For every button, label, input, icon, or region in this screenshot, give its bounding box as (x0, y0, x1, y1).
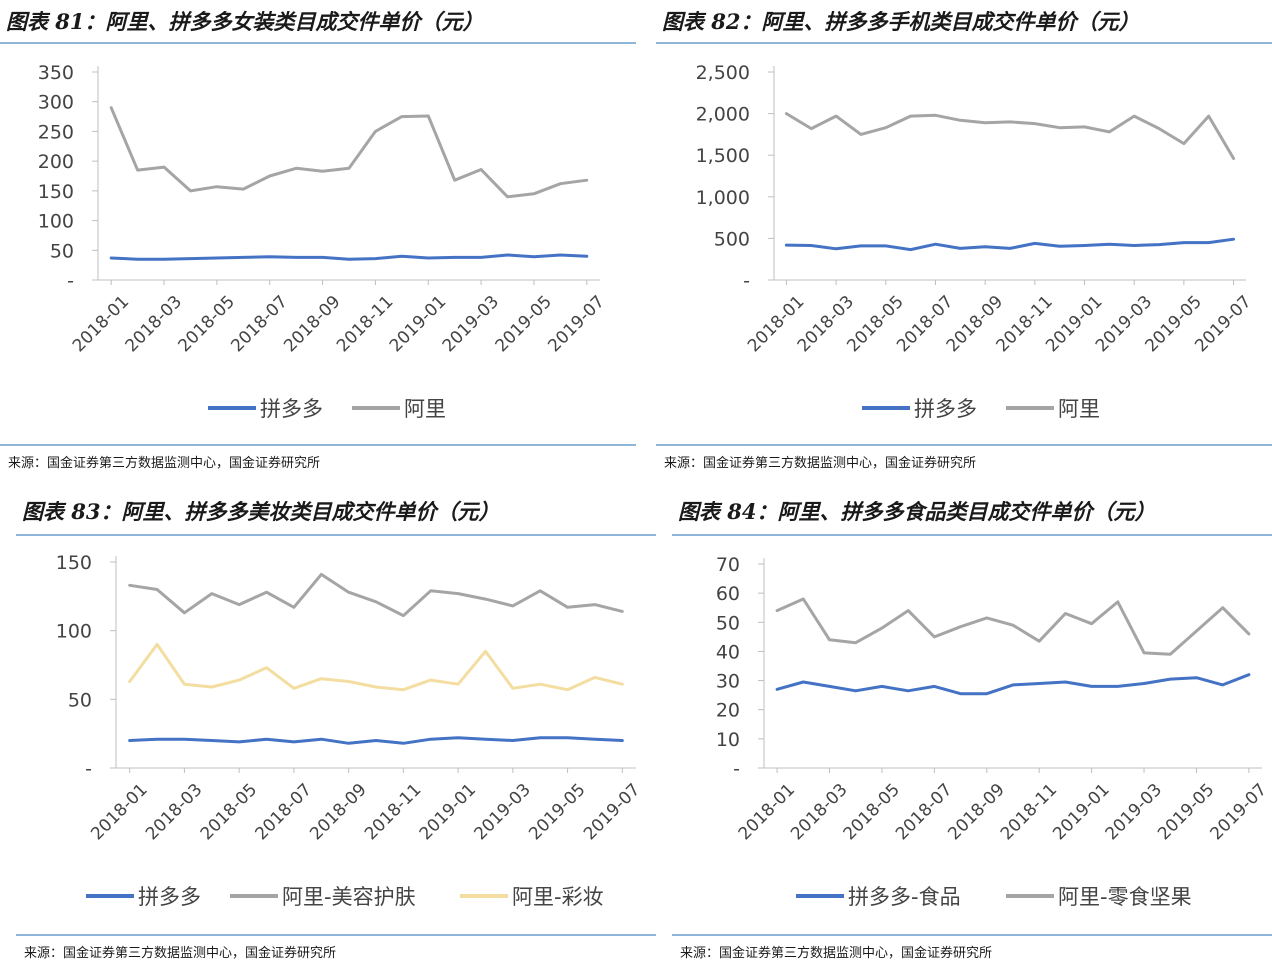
divider (16, 534, 656, 536)
x-tick-label: 2018-09 (306, 780, 370, 844)
chart-canvas-84: -102030405060702018-012018-032018-052018… (716, 554, 1271, 909)
y-tick-label: - (85, 758, 92, 780)
x-tick-label: 2018-01 (87, 780, 151, 844)
x-tick-label: 2019-01 (416, 780, 480, 844)
x-tick-label: 2018-11 (997, 780, 1061, 844)
y-tick-label: 10 (716, 729, 740, 751)
y-tick-label: - (743, 270, 750, 292)
legend-label: 阿里 (404, 397, 446, 421)
y-tick-label: 30 (716, 671, 740, 693)
x-tick-label: 2019-01 (1049, 780, 1113, 844)
x-tick-label: 2018-11 (361, 780, 425, 844)
x-tick-label: 2018-05 (197, 780, 261, 844)
x-tick-label: 2019-05 (492, 292, 556, 356)
x-tick-label: 2018-01 (735, 780, 799, 844)
chart-canvas-82: -5001,0001,5002,0002,5002018-012018-0320… (696, 62, 1256, 421)
y-tick-label: 50 (50, 240, 74, 262)
x-tick-label: 2019-05 (1154, 780, 1218, 844)
y-tick-label: 300 (38, 92, 74, 114)
legend-label: 拼多多 (138, 885, 201, 909)
source-note: 来源：国金证券第三方数据监测中心，国金证券研究所 (8, 456, 321, 471)
x-tick-label: 2018-07 (892, 780, 956, 844)
x-tick-label: 2018-03 (787, 780, 851, 844)
chart-title: 图表 84：阿里、拼多多食品类目成交件单价（元） (678, 499, 1156, 524)
x-tick-label: 2018-07 (227, 292, 291, 356)
legend-label: 拼多多-食品 (848, 885, 961, 909)
source-note: 来源：国金证券第三方数据监测中心，国金证券研究所 (680, 946, 993, 961)
x-tick-label: 2019-07 (544, 292, 608, 356)
y-tick-label: 1,000 (696, 187, 750, 209)
y-tick-label: - (67, 270, 74, 292)
x-tick-label: 2018-03 (122, 292, 186, 356)
chart-title: 图表 82：阿里、拼多多手机类目成交件单价（元） (662, 9, 1140, 34)
series-line (109, 106, 589, 199)
y-tick-label: 100 (56, 621, 92, 643)
divider (672, 534, 1272, 536)
y-tick-label: 350 (38, 62, 74, 84)
x-tick-label: 2019-01 (386, 292, 450, 356)
y-tick-label: - (733, 758, 740, 780)
x-tick-label: 2019-07 (580, 780, 644, 844)
y-tick-label: 20 (716, 700, 740, 722)
x-tick-label: 2019-03 (439, 292, 503, 356)
legend-label: 拼多多 (914, 397, 977, 421)
x-tick-label: 2018-01 (69, 292, 133, 356)
chart-title: 图表 83：阿里、拼多多美妆类目成交件单价（元） (22, 499, 500, 524)
series-line (775, 673, 1251, 696)
x-tick-label: 2019-05 (525, 780, 589, 844)
chart-panel-84: 图表 84：阿里、拼多多食品类目成交件单价（元） - 10 20 30 40 50 60 70… (672, 490, 1272, 976)
divider (672, 934, 1272, 936)
legend-label: 阿里-美容护肤 (282, 885, 416, 909)
chart-canvas-81: -501001502002503003502018-012018-032018-… (38, 62, 609, 421)
x-tick-label: 2018-09 (944, 780, 1008, 844)
y-tick-label: 1,500 (696, 145, 750, 167)
y-tick-label: 70 (716, 554, 740, 576)
y-tick-label: 50 (716, 612, 740, 634)
legend-label: 拼多多 (260, 397, 323, 421)
x-tick-label: 2019-03 (1102, 780, 1166, 844)
divider (16, 934, 656, 936)
y-tick-label: 150 (56, 552, 92, 574)
y-tick-label: 50 (68, 689, 92, 711)
divider (0, 444, 636, 446)
series-line (775, 597, 1251, 656)
chart-panel-83: 图表 83：阿里、拼多多美妆类目成交件单价（元） - 50 100 150 2018-0… (16, 490, 656, 976)
source-note: 来源：国金证券第三方数据监测中心，国金证券研究所 (664, 456, 977, 471)
series-line (128, 572, 624, 618)
x-tick-label: 2018-03 (142, 780, 206, 844)
x-tick-label: 2019-03 (470, 780, 534, 844)
x-tick-label: 2018-05 (175, 292, 239, 356)
series-line (128, 642, 624, 692)
series-line (109, 253, 589, 261)
x-tick-label: 2018-09 (280, 292, 344, 356)
chart-panel-82: 图表 82：阿里、拼多多手机类目成交件单价（元） - 500 1,000 1,500 2… (656, 0, 1272, 488)
y-tick-label: 2,500 (696, 62, 750, 84)
series-line (784, 112, 1236, 160)
chart-canvas-83: -501001502018-012018-032018-052018-07201… (56, 552, 645, 909)
legend-label: 阿里 (1058, 397, 1100, 421)
y-tick-label: 500 (714, 228, 750, 250)
x-tick-label: 2018-07 (252, 780, 316, 844)
x-tick-label: 2019-07 (1207, 780, 1271, 844)
y-tick-label: 200 (38, 151, 74, 173)
legend-label: 阿里-零食坚果 (1058, 885, 1192, 909)
series-line (784, 237, 1236, 252)
series-line (128, 736, 624, 745)
divider (0, 42, 636, 44)
chart-panel-81: 图表 81：阿里、拼多多女装类目成交件单价（元） - 50 100 150 200 250… (0, 0, 636, 488)
y-tick-label: 100 (38, 211, 74, 233)
divider (656, 444, 1272, 446)
y-tick-label: 2,000 (696, 104, 750, 126)
x-tick-label: 2018-11 (333, 292, 397, 356)
source-note: 来源：国金证券第三方数据监测中心，国金证券研究所 (24, 946, 337, 961)
legend-label: 阿里-彩妆 (512, 885, 604, 909)
chart-title: 图表 81：阿里、拼多多女装类目成交件单价（元） (6, 9, 484, 34)
divider (656, 42, 1272, 44)
y-tick-label: 250 (38, 121, 74, 143)
y-tick-label: 60 (716, 583, 740, 605)
y-tick-label: 150 (38, 181, 74, 203)
x-tick-label: 2018-05 (840, 780, 904, 844)
y-tick-label: 40 (716, 641, 740, 663)
